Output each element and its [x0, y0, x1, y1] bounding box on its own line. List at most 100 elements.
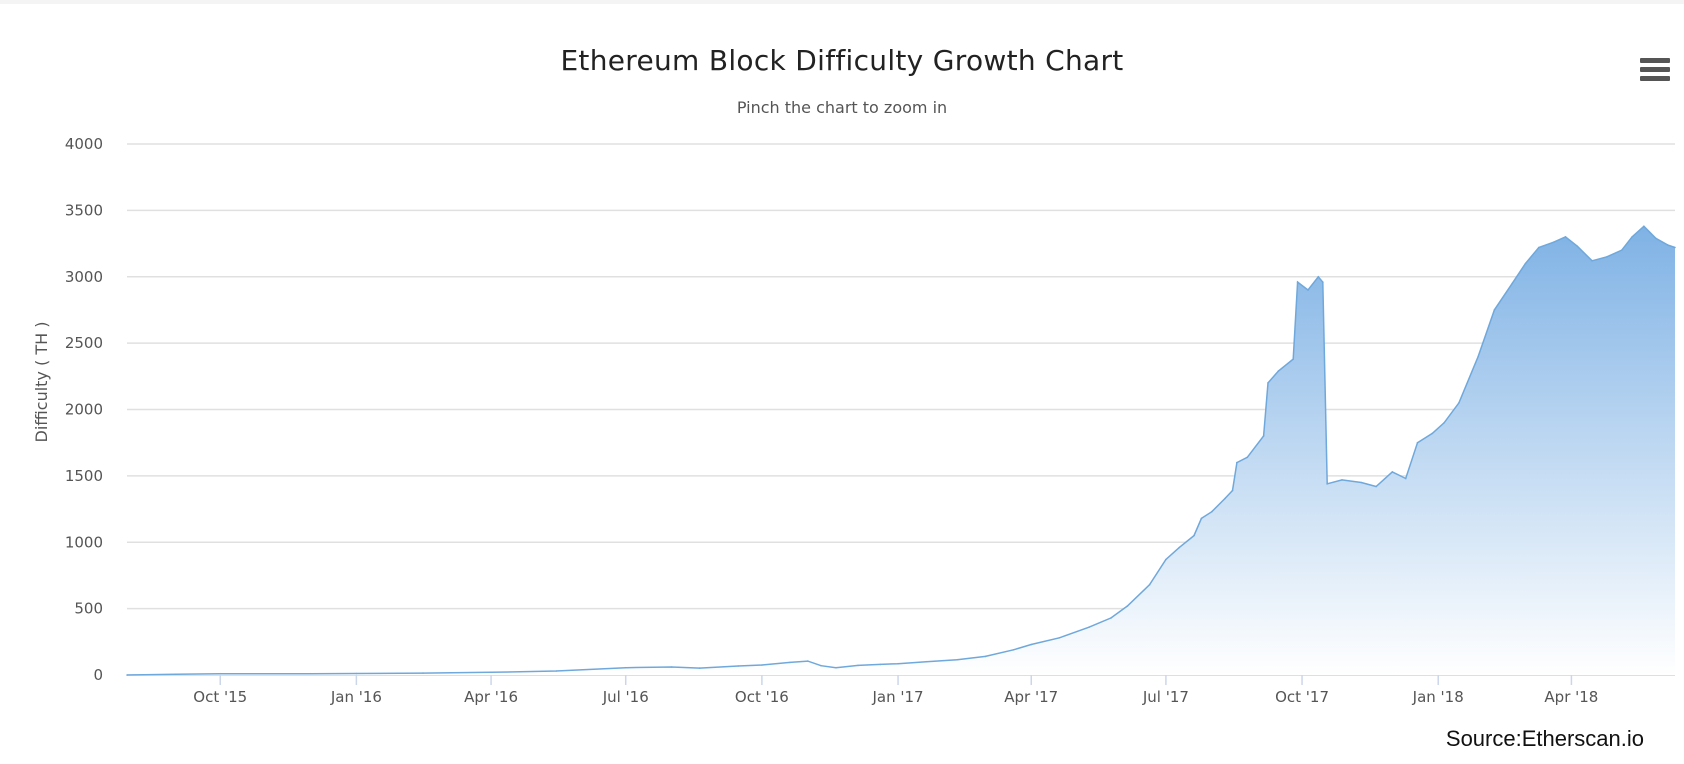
data-point[interactable]: [1416, 441, 1419, 444]
data-point[interactable]: [1126, 605, 1129, 607]
data-point[interactable]: [1231, 489, 1234, 492]
data-point[interactable]: [309, 672, 312, 675]
y-tick-label: 3500: [65, 201, 103, 219]
data-point[interactable]: [1391, 471, 1394, 473]
y-tick-label: 3000: [65, 268, 103, 286]
data-point[interactable]: [1236, 461, 1238, 464]
y-tick-label: 1500: [65, 467, 103, 485]
data-point[interactable]: [1326, 483, 1328, 485]
data-point[interactable]: [1538, 246, 1540, 249]
data-point[interactable]: [1277, 370, 1280, 372]
y-axis: 0 500 1000 1500 2000 2500 3000 3500 4000: [65, 135, 103, 684]
hamburger-menu-icon[interactable]: [1640, 58, 1670, 84]
data-point[interactable]: [1148, 583, 1151, 586]
data-point[interactable]: [1262, 435, 1265, 437]
data-point[interactable]: [1178, 546, 1180, 549]
data-point[interactable]: [789, 661, 791, 664]
data-point[interactable]: [422, 672, 424, 674]
data-point[interactable]: [1606, 255, 1608, 258]
data-point[interactable]: [1246, 456, 1249, 459]
data-point[interactable]: [1088, 626, 1090, 628]
menu-bar: [1640, 76, 1670, 81]
data-point[interactable]: [761, 664, 763, 666]
data-point[interactable]: [219, 672, 221, 675]
y-tick-label: 500: [74, 600, 103, 618]
data-point[interactable]: [1477, 355, 1479, 358]
data-point[interactable]: [897, 662, 899, 665]
data-point[interactable]: [1292, 358, 1294, 360]
data-point[interactable]: [1211, 510, 1213, 513]
data-point[interactable]: [1058, 637, 1061, 639]
data-point[interactable]: [1564, 236, 1567, 238]
data-point[interactable]: [1165, 558, 1167, 561]
data-point[interactable]: [1012, 649, 1015, 651]
y-tick-label: 4000: [65, 135, 103, 153]
data-point[interactable]: [175, 673, 177, 676]
data-point[interactable]: [1200, 517, 1203, 520]
data-point[interactable]: [984, 655, 987, 658]
data-point[interactable]: [1511, 282, 1513, 285]
data-point[interactable]: [1666, 244, 1669, 246]
data-point[interactable]: [1631, 236, 1633, 238]
data-point[interactable]: [835, 666, 837, 669]
y-tick-label: 2000: [65, 401, 103, 419]
x-tick-label: Apr '16: [464, 688, 518, 706]
data-point[interactable]: [555, 670, 557, 672]
data-point[interactable]: [925, 660, 927, 663]
data-point[interactable]: [1404, 477, 1407, 480]
data-point[interactable]: [820, 664, 822, 667]
data-point[interactable]: [1524, 262, 1527, 265]
data-point[interactable]: [737, 665, 739, 667]
data-point[interactable]: [1110, 617, 1112, 619]
chart-title: Ethereum Block Difficulty Growth Chart: [560, 44, 1124, 77]
data-point[interactable]: [1267, 382, 1269, 384]
data-point[interactable]: [1296, 281, 1299, 283]
data-point[interactable]: [1360, 481, 1363, 484]
data-point[interactable]: [355, 672, 358, 675]
data-point[interactable]: [857, 664, 859, 667]
data-point[interactable]: [698, 667, 701, 669]
data-point[interactable]: [807, 660, 809, 662]
series-area: [127, 226, 1675, 676]
data-point[interactable]: [1576, 245, 1579, 247]
data-point[interactable]: [1307, 289, 1309, 291]
data-point[interactable]: [1552, 241, 1555, 243]
series-layer: [126, 225, 1676, 676]
data-point[interactable]: [1322, 281, 1324, 283]
data-point[interactable]: [1341, 479, 1343, 481]
x-tick-label: Jan '17: [871, 688, 923, 706]
data-point[interactable]: [1030, 643, 1032, 646]
data-point[interactable]: [624, 666, 627, 669]
data-point[interactable]: [1375, 485, 1377, 488]
data-point[interactable]: [1317, 276, 1320, 278]
data-point[interactable]: [1443, 422, 1445, 424]
x-tick-label: Jan '16: [330, 688, 382, 706]
x-tick-label: Oct '16: [735, 688, 789, 706]
menu-bar: [1640, 67, 1670, 72]
data-point[interactable]: [879, 663, 882, 666]
data-point[interactable]: [1493, 309, 1496, 311]
data-point[interactable]: [670, 666, 673, 668]
y-tick-label: 2500: [65, 334, 103, 352]
data-point[interactable]: [1224, 497, 1226, 500]
x-axis: Oct '15 Jan '16 Apr '16 Jul '16 Oct '16 Jan '…: [193, 675, 1598, 706]
data-point[interactable]: [126, 674, 128, 676]
y-tick-label: 0: [93, 666, 103, 684]
data-point[interactable]: [1591, 260, 1593, 262]
data-point[interactable]: [956, 658, 958, 661]
data-point[interactable]: [1655, 237, 1657, 240]
data-point[interactable]: [1620, 249, 1623, 251]
x-tick-label: Oct '17: [1275, 688, 1329, 706]
y-tick-label: 1000: [65, 533, 103, 551]
data-point[interactable]: [1431, 432, 1434, 435]
data-point[interactable]: [1674, 246, 1676, 249]
data-point[interactable]: [1458, 402, 1460, 404]
data-point[interactable]: [1643, 225, 1645, 228]
top-border: [0, 0, 1684, 4]
x-tick-label: Apr '18: [1544, 688, 1598, 706]
data-point[interactable]: [1193, 534, 1195, 537]
x-tick-label: Jul '16: [602, 688, 649, 706]
data-point[interactable]: [490, 671, 492, 674]
